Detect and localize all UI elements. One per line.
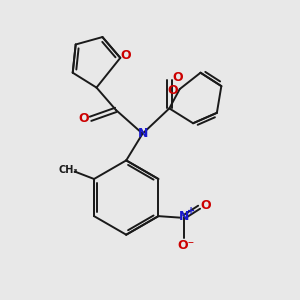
Text: O: O	[200, 199, 211, 212]
Text: O: O	[172, 71, 183, 84]
Text: O: O	[120, 49, 131, 62]
Text: O: O	[168, 84, 178, 97]
Text: N: N	[179, 210, 189, 223]
Text: O⁻: O⁻	[177, 239, 194, 252]
Text: CH₃: CH₃	[58, 165, 78, 175]
Text: O: O	[79, 112, 89, 125]
Text: +: +	[187, 206, 195, 216]
Text: N: N	[137, 127, 148, 140]
